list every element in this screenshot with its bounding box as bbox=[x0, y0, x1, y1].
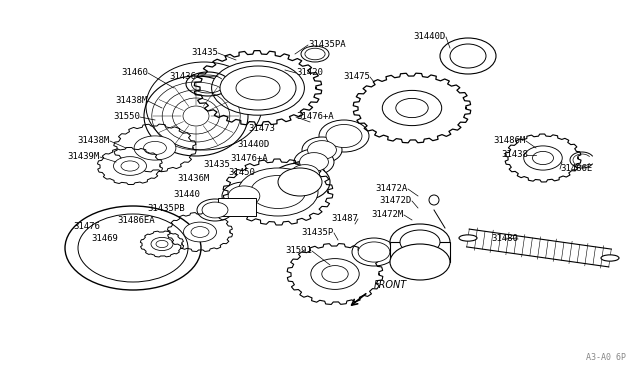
Text: 31435PB: 31435PB bbox=[147, 203, 185, 212]
Ellipse shape bbox=[151, 237, 173, 251]
Text: 31438: 31438 bbox=[501, 150, 528, 158]
Text: 31435: 31435 bbox=[191, 48, 218, 57]
Ellipse shape bbox=[601, 255, 619, 261]
Text: 31591: 31591 bbox=[285, 246, 312, 254]
Ellipse shape bbox=[113, 157, 147, 175]
Ellipse shape bbox=[390, 244, 450, 280]
Ellipse shape bbox=[236, 76, 280, 100]
Ellipse shape bbox=[382, 90, 442, 126]
Ellipse shape bbox=[191, 227, 209, 237]
Ellipse shape bbox=[285, 161, 325, 187]
Text: 31473: 31473 bbox=[248, 124, 275, 132]
Text: 31436M: 31436M bbox=[178, 173, 210, 183]
Ellipse shape bbox=[390, 224, 450, 260]
Text: 31476+A: 31476+A bbox=[230, 154, 268, 163]
Text: 31440: 31440 bbox=[173, 189, 200, 199]
Text: FRONT: FRONT bbox=[374, 280, 407, 290]
Ellipse shape bbox=[134, 136, 176, 160]
Text: 31476+A: 31476+A bbox=[296, 112, 333, 121]
Ellipse shape bbox=[212, 61, 305, 115]
Ellipse shape bbox=[319, 120, 369, 152]
Bar bbox=[390, 242, 450, 262]
Ellipse shape bbox=[250, 176, 305, 208]
Ellipse shape bbox=[291, 165, 319, 183]
Ellipse shape bbox=[65, 206, 201, 290]
Text: 31472D: 31472D bbox=[380, 196, 412, 205]
Ellipse shape bbox=[305, 48, 325, 60]
Ellipse shape bbox=[156, 240, 168, 248]
Text: 31460: 31460 bbox=[121, 67, 148, 77]
Ellipse shape bbox=[226, 69, 290, 107]
Ellipse shape bbox=[220, 66, 296, 110]
Ellipse shape bbox=[308, 141, 337, 159]
Text: 31435: 31435 bbox=[203, 160, 230, 169]
Ellipse shape bbox=[202, 202, 228, 218]
Text: 31472M: 31472M bbox=[372, 209, 404, 218]
Text: 31469: 31469 bbox=[91, 234, 118, 243]
Ellipse shape bbox=[78, 214, 188, 282]
Ellipse shape bbox=[400, 230, 440, 254]
Text: 31435PA: 31435PA bbox=[308, 39, 346, 48]
Ellipse shape bbox=[294, 149, 334, 175]
Ellipse shape bbox=[300, 153, 328, 171]
Text: 31435P: 31435P bbox=[301, 228, 334, 237]
Text: 31438M: 31438M bbox=[116, 96, 148, 105]
Ellipse shape bbox=[440, 38, 496, 74]
Ellipse shape bbox=[238, 168, 318, 216]
Text: 31476: 31476 bbox=[73, 221, 100, 231]
Text: A3-A0 6P: A3-A0 6P bbox=[586, 353, 626, 362]
Ellipse shape bbox=[278, 168, 322, 196]
Ellipse shape bbox=[352, 238, 396, 266]
Text: 31438M: 31438M bbox=[77, 135, 110, 144]
Ellipse shape bbox=[450, 44, 486, 68]
Ellipse shape bbox=[311, 259, 359, 289]
Ellipse shape bbox=[184, 222, 216, 242]
Ellipse shape bbox=[322, 266, 348, 282]
Circle shape bbox=[429, 195, 439, 205]
Ellipse shape bbox=[358, 242, 390, 262]
Text: 31480: 31480 bbox=[491, 234, 518, 243]
Ellipse shape bbox=[121, 161, 139, 171]
Ellipse shape bbox=[396, 99, 428, 118]
Text: 31486EA: 31486EA bbox=[117, 215, 155, 224]
Text: 31440D: 31440D bbox=[413, 32, 446, 41]
Text: 31486M: 31486M bbox=[493, 135, 526, 144]
Ellipse shape bbox=[228, 186, 260, 206]
Text: 31420: 31420 bbox=[296, 67, 323, 77]
Ellipse shape bbox=[302, 137, 342, 163]
Ellipse shape bbox=[459, 235, 477, 241]
Text: 31450: 31450 bbox=[228, 167, 255, 176]
Text: 31487: 31487 bbox=[331, 214, 358, 222]
Text: 31440D: 31440D bbox=[237, 140, 270, 148]
Ellipse shape bbox=[326, 125, 362, 148]
Text: 31472A: 31472A bbox=[376, 183, 408, 192]
Ellipse shape bbox=[197, 199, 233, 221]
Ellipse shape bbox=[532, 151, 554, 164]
Ellipse shape bbox=[222, 182, 266, 210]
Ellipse shape bbox=[301, 46, 329, 62]
Text: 31486E: 31486E bbox=[560, 164, 592, 173]
Ellipse shape bbox=[144, 76, 248, 156]
Text: 31439M: 31439M bbox=[68, 151, 100, 160]
Ellipse shape bbox=[524, 146, 563, 170]
Text: 31550: 31550 bbox=[113, 112, 140, 121]
Ellipse shape bbox=[270, 163, 330, 201]
Text: 31475: 31475 bbox=[343, 71, 370, 80]
Ellipse shape bbox=[143, 141, 166, 155]
Text: 31436: 31436 bbox=[169, 71, 196, 80]
Bar bbox=[218, 198, 256, 216]
